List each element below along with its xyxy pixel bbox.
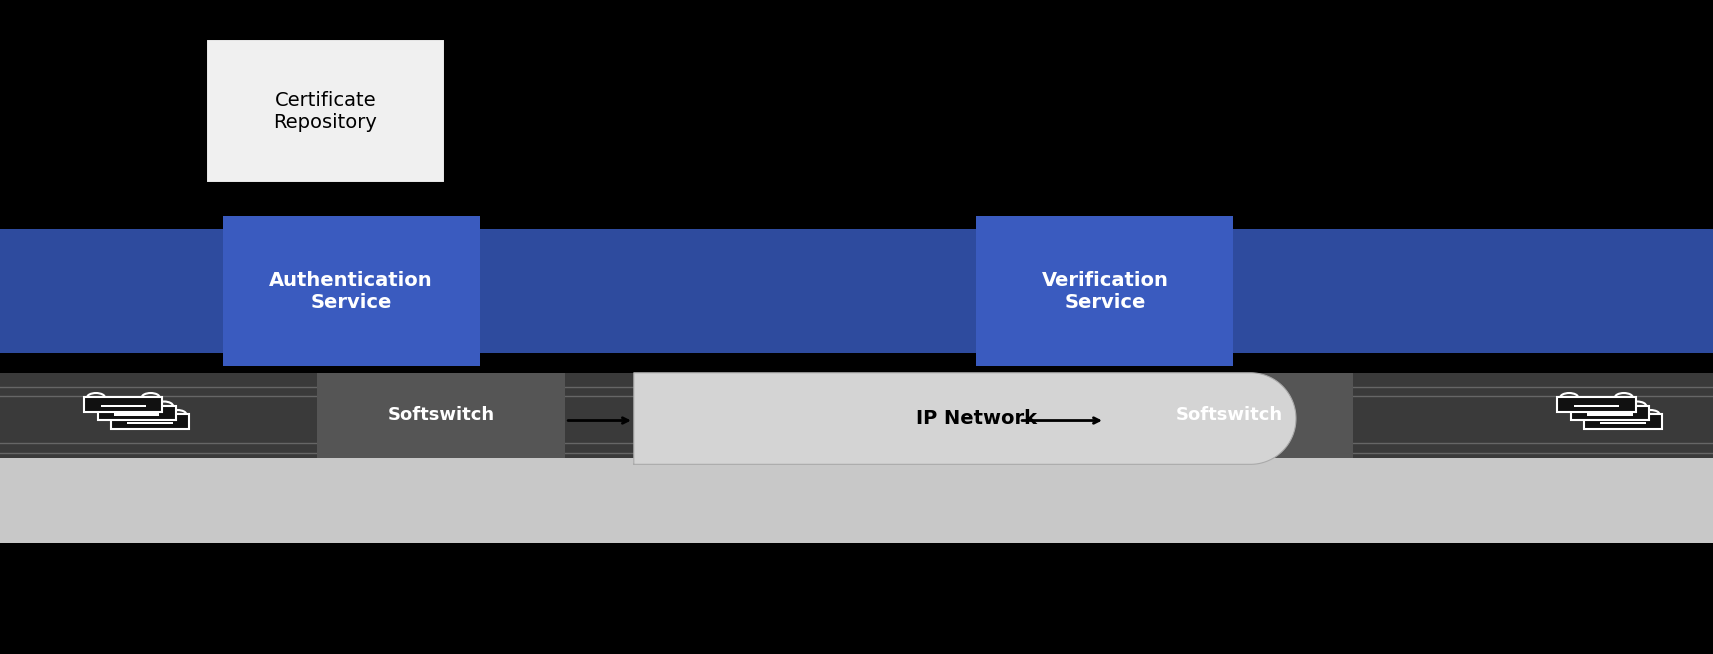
FancyBboxPatch shape [111, 414, 188, 428]
FancyBboxPatch shape [1571, 405, 1650, 420]
FancyBboxPatch shape [223, 216, 480, 366]
FancyBboxPatch shape [1574, 405, 1619, 407]
Text: Softswitch: Softswitch [387, 406, 495, 424]
FancyBboxPatch shape [1600, 422, 1646, 424]
FancyBboxPatch shape [976, 216, 1233, 366]
FancyBboxPatch shape [113, 413, 159, 416]
FancyBboxPatch shape [0, 373, 1713, 458]
FancyBboxPatch shape [98, 405, 176, 420]
FancyBboxPatch shape [1557, 397, 1636, 411]
FancyBboxPatch shape [0, 458, 1713, 543]
FancyBboxPatch shape [84, 397, 163, 411]
Text: Softswitch: Softswitch [1175, 406, 1283, 424]
FancyBboxPatch shape [317, 373, 565, 458]
Text: IP Network: IP Network [916, 409, 1036, 428]
FancyBboxPatch shape [101, 405, 146, 407]
FancyBboxPatch shape [1585, 414, 1662, 428]
FancyBboxPatch shape [1105, 373, 1353, 458]
FancyBboxPatch shape [206, 39, 445, 183]
FancyBboxPatch shape [1588, 413, 1632, 416]
Text: Certificate
Repository: Certificate Repository [274, 91, 377, 131]
FancyBboxPatch shape [0, 229, 1713, 353]
FancyBboxPatch shape [127, 422, 173, 424]
Text: Verification
Service: Verification Service [1042, 271, 1168, 311]
Text: Authentication
Service: Authentication Service [269, 271, 433, 311]
Polygon shape [634, 373, 1297, 464]
